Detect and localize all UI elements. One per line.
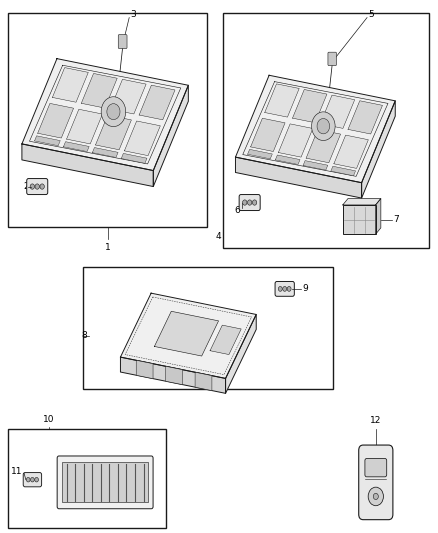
FancyBboxPatch shape (328, 52, 336, 66)
Polygon shape (120, 357, 226, 393)
Polygon shape (226, 314, 256, 393)
Polygon shape (22, 144, 153, 187)
Text: 9: 9 (302, 285, 308, 293)
Polygon shape (153, 85, 188, 187)
Text: 4: 4 (215, 232, 221, 241)
Circle shape (252, 200, 257, 205)
Text: 3: 3 (131, 11, 136, 19)
FancyBboxPatch shape (118, 35, 127, 49)
Polygon shape (38, 103, 74, 138)
Bar (343, 205, 375, 235)
FancyBboxPatch shape (239, 195, 260, 211)
Polygon shape (279, 124, 313, 157)
Circle shape (107, 103, 120, 120)
Polygon shape (320, 95, 355, 128)
Polygon shape (334, 135, 368, 168)
Circle shape (311, 112, 335, 141)
Circle shape (40, 184, 44, 189)
Polygon shape (136, 360, 153, 378)
Circle shape (101, 97, 126, 127)
Polygon shape (306, 130, 341, 163)
Polygon shape (121, 154, 147, 163)
Circle shape (26, 478, 30, 482)
Polygon shape (303, 160, 328, 170)
Polygon shape (166, 366, 183, 385)
Circle shape (35, 478, 39, 482)
FancyBboxPatch shape (57, 456, 153, 508)
Polygon shape (95, 115, 131, 150)
Circle shape (287, 287, 291, 291)
Polygon shape (236, 75, 395, 183)
Polygon shape (331, 166, 356, 176)
Polygon shape (375, 199, 381, 235)
Polygon shape (210, 325, 241, 354)
Circle shape (278, 287, 282, 291)
FancyBboxPatch shape (359, 445, 393, 520)
Polygon shape (22, 59, 188, 171)
Polygon shape (124, 121, 160, 156)
Text: 11: 11 (11, 467, 23, 476)
Bar (8, 429, 166, 528)
Circle shape (35, 184, 39, 189)
Bar (223, 13, 429, 248)
Circle shape (247, 200, 252, 205)
Circle shape (368, 487, 383, 506)
Text: 10: 10 (43, 415, 55, 424)
Polygon shape (92, 148, 118, 157)
Circle shape (243, 200, 247, 205)
FancyBboxPatch shape (365, 458, 387, 477)
Polygon shape (348, 101, 382, 134)
Polygon shape (154, 311, 219, 356)
Circle shape (30, 184, 35, 189)
Polygon shape (110, 79, 146, 114)
Text: 12: 12 (370, 416, 381, 425)
Circle shape (373, 494, 378, 499)
FancyBboxPatch shape (27, 179, 48, 195)
Polygon shape (362, 101, 395, 198)
Text: 7: 7 (393, 215, 399, 224)
Bar (62, 462, 148, 502)
Text: 6: 6 (234, 206, 240, 214)
Polygon shape (35, 136, 60, 146)
Text: 1: 1 (105, 243, 110, 252)
Polygon shape (293, 90, 327, 123)
Circle shape (283, 287, 286, 291)
FancyBboxPatch shape (275, 281, 294, 296)
Polygon shape (81, 74, 117, 108)
Polygon shape (343, 199, 381, 205)
Polygon shape (64, 142, 89, 151)
Bar (8, 13, 207, 227)
Polygon shape (276, 155, 300, 165)
Circle shape (317, 118, 330, 134)
Polygon shape (236, 157, 362, 198)
Circle shape (31, 478, 34, 482)
Polygon shape (67, 109, 102, 144)
Bar (83, 266, 333, 389)
Polygon shape (120, 293, 256, 378)
FancyBboxPatch shape (23, 473, 42, 487)
Polygon shape (139, 85, 175, 120)
Text: 8: 8 (82, 332, 88, 340)
Polygon shape (195, 372, 212, 391)
Text: 5: 5 (368, 10, 374, 19)
Polygon shape (247, 149, 272, 159)
Polygon shape (265, 84, 299, 117)
Text: 2: 2 (24, 182, 29, 191)
Polygon shape (251, 118, 285, 151)
Polygon shape (53, 68, 88, 102)
